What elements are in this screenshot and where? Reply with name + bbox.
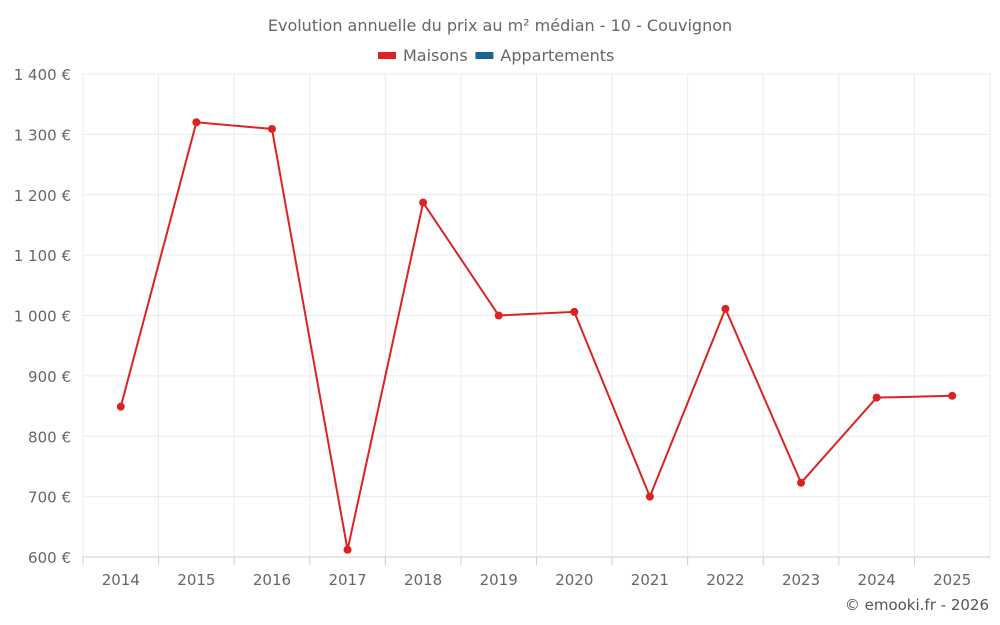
- x-tick-label: 2018: [404, 571, 442, 589]
- legend-label: Maisons: [403, 46, 468, 65]
- data-point: [797, 478, 806, 487]
- chart-title: Evolution annuelle du prix au m² médian …: [268, 16, 732, 35]
- series-line-maisons: [119, 121, 953, 550]
- x-tick-label: 2016: [253, 571, 291, 589]
- data-point: [343, 545, 352, 554]
- y-tick-label: 900 €: [28, 368, 71, 386]
- x-tick-label: 2015: [177, 571, 215, 589]
- data-point: [570, 307, 579, 316]
- data-point: [419, 198, 428, 207]
- y-tick-label: 1 400 €: [14, 66, 71, 84]
- credit-text: © emooki.fr - 2026: [845, 596, 989, 614]
- y-tick-label: 1 200 €: [14, 187, 71, 205]
- y-tick-label: 1 300 €: [14, 126, 71, 144]
- x-tick-label: 2017: [328, 571, 366, 589]
- y-tick-label: 1 100 €: [14, 247, 71, 265]
- y-tick-label: 800 €: [28, 428, 71, 446]
- x-tick-label: 2021: [631, 571, 669, 589]
- y-tick-label: 1 000 €: [14, 308, 71, 326]
- data-point: [872, 393, 881, 402]
- series: [116, 118, 957, 554]
- data-point: [494, 311, 503, 320]
- data-point: [645, 492, 654, 501]
- y-tick-label: 600 €: [28, 549, 71, 567]
- y-tick-label: 700 €: [28, 489, 71, 507]
- y-axis: 600 € 700 € 800 € 900 € 1 000 € 1 100 € 1 200 …: [14, 66, 71, 567]
- legend-swatch: [475, 52, 494, 59]
- x-tick-label: 2014: [102, 571, 140, 589]
- legend-label: Appartements: [500, 46, 614, 65]
- x-tick-label: 2020: [555, 571, 593, 589]
- x-tick-label: 2023: [782, 571, 820, 589]
- legend-swatch: [378, 52, 396, 59]
- x-tick-label: 2022: [706, 571, 744, 589]
- data-point: [116, 402, 125, 411]
- x-tick-label: 2019: [480, 571, 518, 589]
- data-point: [948, 391, 957, 400]
- data-point: [267, 124, 276, 133]
- legend: Maisons Appartements: [378, 46, 614, 65]
- data-point: [721, 304, 730, 313]
- x-tick-label: 2024: [858, 571, 896, 589]
- x-axis: 2014 2015 2016 2017 2018 2019 2020 2021 2022 2023…: [82, 557, 971, 589]
- data-point: [192, 118, 201, 127]
- grid: [82, 73, 991, 558]
- x-tick-label: 2025: [933, 571, 971, 589]
